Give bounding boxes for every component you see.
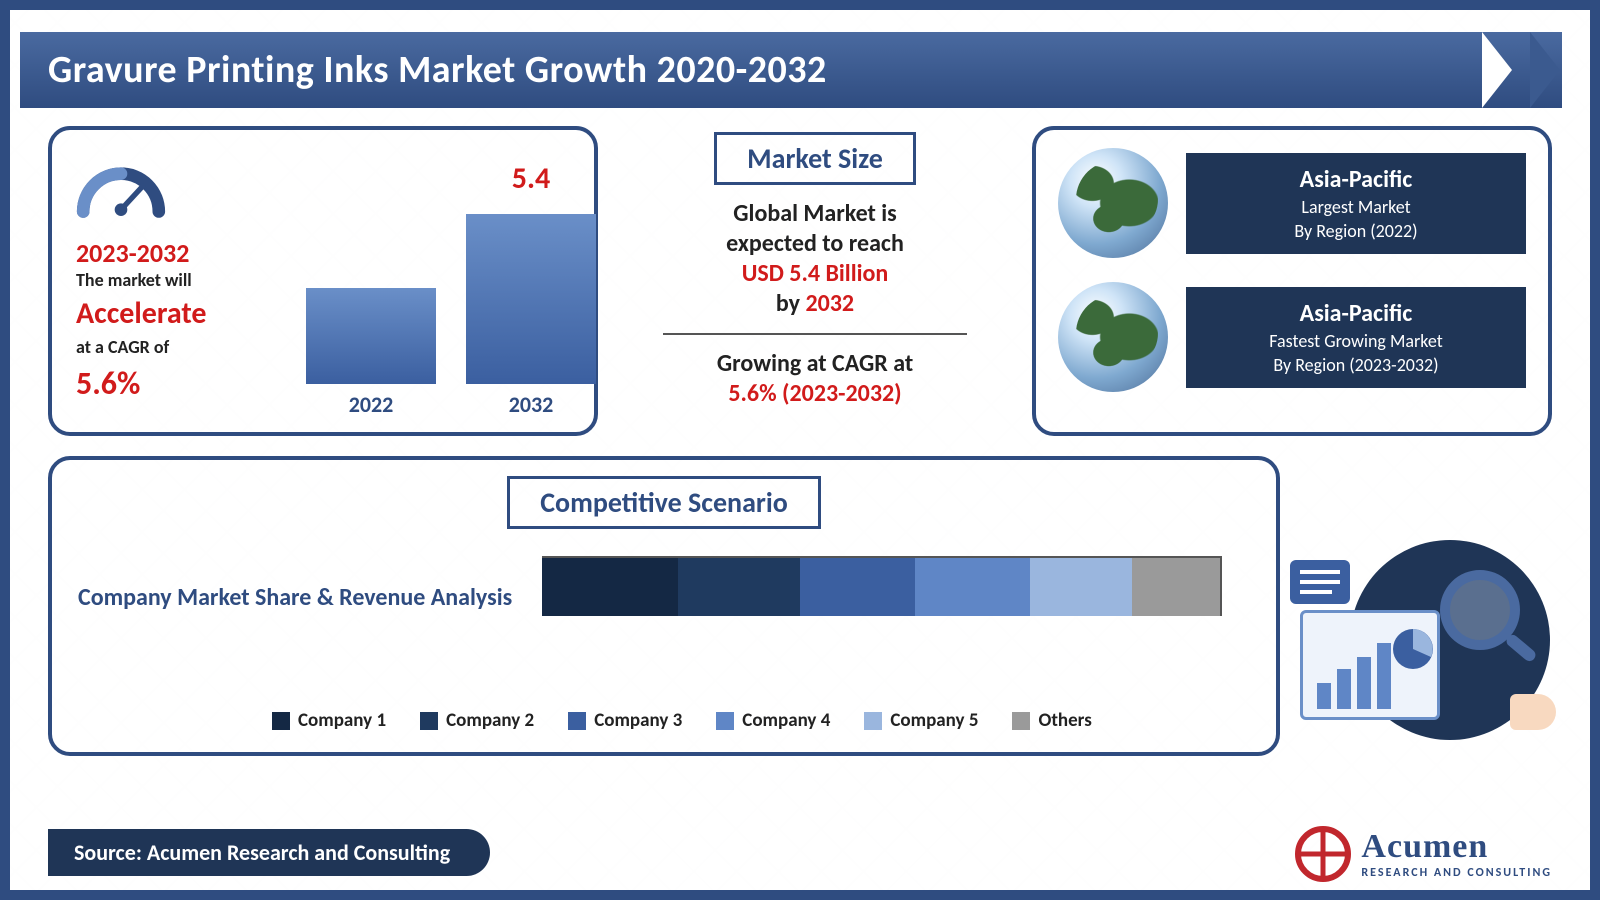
panel-accelerate: 2023-2032 The market will Accelerate at … (48, 126, 598, 436)
illustration-card (1300, 610, 1440, 720)
region-title-1: Asia-Pacific (1204, 299, 1508, 328)
region-sub1-0: Largest Market (1204, 196, 1508, 218)
globe-icon (1058, 282, 1168, 392)
region-row-fastest: Asia-Pacific Fastest Growing Market By R… (1036, 264, 1548, 398)
bar-label-2032: 2032 (466, 391, 596, 418)
bar-value-2032: 5.4 (466, 160, 596, 197)
region-box-largest: Asia-Pacific Largest Market By Region (2… (1186, 153, 1526, 254)
swatch (420, 712, 438, 730)
legend-label: Company 3 (594, 709, 682, 732)
seg-company-2 (678, 558, 800, 616)
divider (663, 333, 967, 335)
legend-item: Company 4 (716, 709, 830, 732)
source-label: Source: Acumen Research and Consulting (48, 829, 490, 876)
market-size-heading: Market Size (714, 132, 916, 185)
market-share-bar (542, 556, 1222, 616)
magnifier-icon (1440, 570, 1520, 650)
market-size-l3: USD 5.4 Billion (620, 259, 1010, 289)
market-size-l4b: 2032 (805, 289, 854, 318)
legend-item: Company 5 (864, 709, 978, 732)
region-box-fastest: Asia-Pacific Fastest Growing Market By R… (1186, 287, 1526, 388)
bar-chart: 5.4 2022 2032 (272, 130, 594, 432)
market-size-l1: Global Market is (620, 199, 1010, 229)
legend-item: Others (1012, 709, 1091, 732)
swatch (864, 712, 882, 730)
legend-label: Company 2 (446, 709, 534, 732)
region-title-0: Asia-Pacific (1204, 165, 1508, 194)
logo-name: Acumen (1361, 828, 1552, 866)
logo-mark-icon (1295, 826, 1351, 882)
legend: Company 1 Company 2 Company 3 Company 4 … (272, 709, 1092, 732)
swatch (1012, 712, 1030, 730)
region-sub1-1: Fastest Growing Market (1204, 330, 1508, 352)
market-size-l6: 5.6% (2023-2032) (620, 379, 1010, 409)
seg-company-4 (915, 558, 1030, 616)
panel-competitive: Competitive Scenario Company Market Shar… (48, 456, 1280, 756)
legend-item: Company 3 (568, 709, 682, 732)
accelerate-cagr: 5.6% (76, 364, 260, 403)
globe-icon (1058, 148, 1168, 258)
legend-label: Company 5 (890, 709, 978, 732)
seg-company-5 (1030, 558, 1132, 616)
legend-label: Company 4 (742, 709, 830, 732)
panel-market-size: Market Size Global Market is expected to… (620, 126, 1010, 436)
seg-others (1132, 558, 1220, 616)
swatch (568, 712, 586, 730)
competitive-heading: Competitive Scenario (507, 476, 821, 529)
accelerate-period: 2023-2032 (76, 237, 260, 269)
logo-tagline: RESEARCH AND CONSULTING (1361, 866, 1552, 880)
seg-company-1 (542, 558, 678, 616)
swatch (716, 712, 734, 730)
legend-item: Company 2 (420, 709, 534, 732)
chevron-right-icon (1482, 32, 1600, 108)
region-row-largest: Asia-Pacific Largest Market By Region (2… (1036, 130, 1548, 264)
speech-bubble-icon (1290, 560, 1350, 604)
speed-gauge-icon (76, 154, 166, 224)
accelerate-text-block: 2023-2032 The market will Accelerate at … (52, 130, 272, 432)
panel-regions: Asia-Pacific Largest Market By Region (2… (1032, 126, 1552, 436)
accelerate-line2: at a CAGR of (76, 336, 260, 358)
region-sub2-1: By Region (2023-2032) (1204, 354, 1508, 376)
bar-2022 (306, 288, 436, 384)
accelerate-line1: The market will (76, 269, 260, 291)
legend-item: Company 1 (272, 709, 386, 732)
market-size-l2: expected to reach (620, 229, 1010, 259)
top-row: 2023-2032 The market will Accelerate at … (10, 126, 1590, 436)
bar-2032 (466, 214, 596, 384)
region-sub2-0: By Region (2022) (1204, 220, 1508, 242)
bar-label-2022: 2022 (306, 391, 436, 418)
accelerate-word: Accelerate (76, 295, 260, 332)
logo-text: Acumen RESEARCH AND CONSULTING (1361, 828, 1552, 880)
swatch (272, 712, 290, 730)
market-size-l4: by 2032 (620, 289, 1010, 319)
legend-label: Others (1038, 709, 1091, 732)
analytics-illustration (1290, 540, 1550, 760)
market-size-l5: Growing at CAGR at (620, 349, 1010, 379)
legend-label: Company 1 (298, 709, 386, 732)
hand-icon (1510, 694, 1556, 730)
acumen-logo: Acumen RESEARCH AND CONSULTING (1295, 826, 1552, 882)
title-bar: Gravure Printing Inks Market Growth 2020… (20, 32, 1562, 108)
market-size-l4a: by (776, 289, 806, 318)
page-title: Gravure Printing Inks Market Growth 2020… (20, 47, 827, 93)
seg-company-3 (800, 558, 915, 616)
